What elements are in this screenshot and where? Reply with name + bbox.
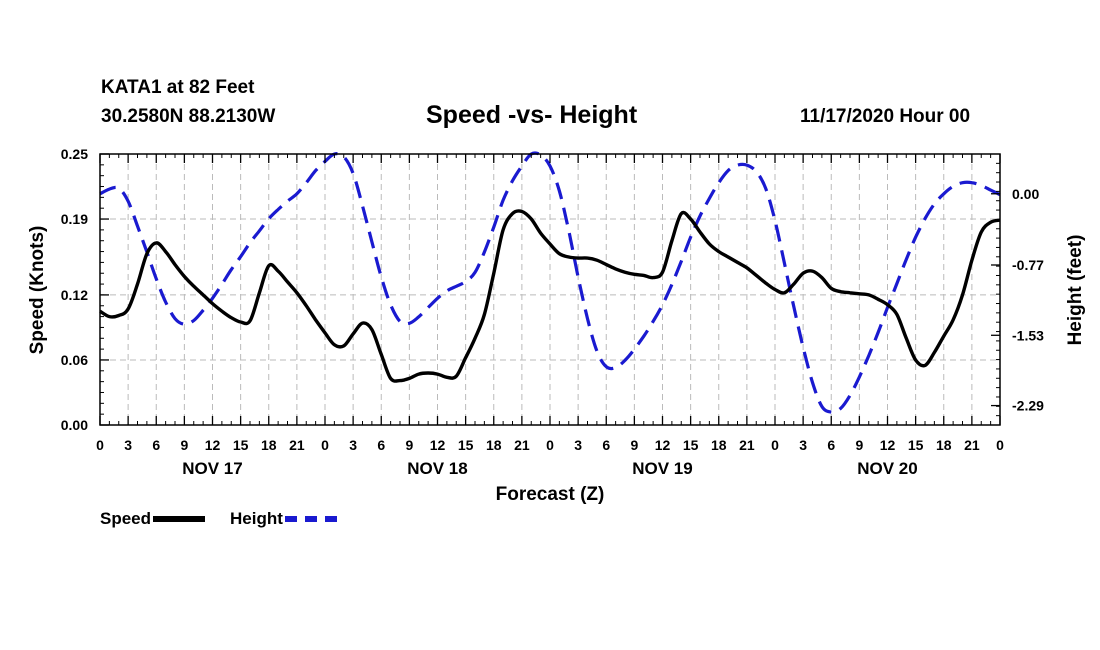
- x-tick-label: 21: [289, 437, 305, 453]
- legend-speed-label: Speed: [100, 509, 152, 528]
- x-date-label: NOV 17: [182, 459, 242, 478]
- x-tick-label: 12: [205, 437, 221, 453]
- legend-height: Height: [230, 509, 337, 529]
- forecast-datetime: 11/17/2020 Hour 00: [800, 106, 971, 127]
- x-date-label: NOV 19: [632, 459, 692, 478]
- series-lines: [99, 151, 1001, 414]
- x-date-label: NOV 20: [857, 459, 917, 478]
- x-tick-label: 6: [827, 437, 835, 453]
- y2-tick-label: 0.00: [1012, 186, 1039, 202]
- x-tick-label: 3: [574, 437, 582, 453]
- x-tick-label: 18: [936, 437, 952, 453]
- y-tick-label: 0.06: [61, 352, 88, 368]
- x-tick-label: 0: [321, 437, 329, 453]
- x-tick-label: 3: [124, 437, 132, 453]
- x-tick-label: 9: [855, 437, 863, 453]
- x-tick-label: 0: [96, 437, 104, 453]
- y2-tick-label: -1.53: [1012, 327, 1044, 343]
- x-tick-label: 15: [908, 437, 924, 453]
- x-tick-label: 6: [152, 437, 160, 453]
- x-tick-label: 3: [349, 437, 357, 453]
- y-tick-label: 0.19: [61, 211, 88, 227]
- x-tick-label: 18: [486, 437, 502, 453]
- legend-height-swatch: [284, 516, 337, 522]
- x-tick-label: 9: [630, 437, 638, 453]
- station-name: KATA1 at 82 Feet: [101, 77, 255, 98]
- x-tick-label: 15: [683, 437, 699, 453]
- y2-tick-label: -0.77: [1012, 257, 1044, 273]
- x-tick-label: 15: [233, 437, 249, 453]
- x-tick-label: 21: [964, 437, 980, 453]
- y-axis-label: Speed (Knots): [27, 226, 48, 355]
- x-tick-label: 15: [458, 437, 474, 453]
- x-axis-label: Forecast (Z): [496, 484, 605, 505]
- x-tick-label: 6: [377, 437, 385, 453]
- y2-axis-label: Height (feet): [1065, 235, 1086, 346]
- x-tick-label: 18: [711, 437, 727, 453]
- x-tick-label: 0: [546, 437, 554, 453]
- axes: 0 3 6 9 12 15 18 21 0 3 6 9 12 15 18 21 0 3 6 9 12 15 18 21 0 3 6 9…: [61, 146, 1044, 478]
- x-tick-label: 0: [996, 437, 1004, 453]
- legend-speed: Speed: [100, 509, 206, 529]
- x-tick-label: 6: [602, 437, 610, 453]
- y-tick-label: 0.00: [61, 417, 88, 433]
- y2-tick-label: -2.29: [1012, 398, 1044, 414]
- chart-title: Speed -vs- Height: [426, 101, 638, 129]
- x-tick-label: 12: [880, 437, 896, 453]
- x-date-label: NOV 18: [407, 459, 467, 478]
- x-tick-label: 0: [771, 437, 779, 453]
- x-tick-label: 21: [514, 437, 530, 453]
- x-tick-label: 21: [739, 437, 755, 453]
- x-tick-label: 9: [405, 437, 413, 453]
- y-tick-label: 0.25: [61, 146, 88, 162]
- speed-series-line: [99, 209, 1001, 383]
- height-series-line: [99, 151, 1001, 414]
- x-tick-label: 9: [180, 437, 188, 453]
- x-tick-label: 18: [261, 437, 277, 453]
- y-tick-label: 0.12: [61, 287, 88, 303]
- legend-height-label: Height: [230, 509, 283, 528]
- grid-lines: [100, 154, 1000, 425]
- station-coordinates: 30.2580N 88.2130W: [101, 106, 276, 127]
- legend-speed-swatch: [153, 516, 206, 522]
- x-tick-label: 12: [430, 437, 446, 453]
- x-tick-label: 12: [655, 437, 671, 453]
- x-tick-label: 3: [799, 437, 807, 453]
